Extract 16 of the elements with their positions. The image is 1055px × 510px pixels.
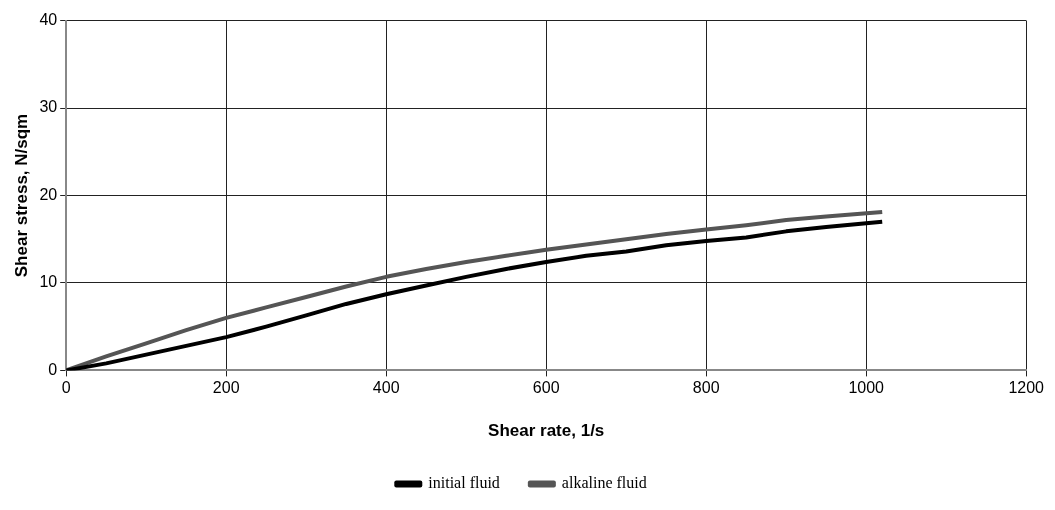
- x-tick-label: 200: [212, 379, 240, 397]
- x-tick-label: 1000: [848, 379, 885, 397]
- x-tick-label: 600: [532, 379, 560, 397]
- y-tick-label: 30: [39, 98, 58, 116]
- x-axis-title: Shear rate, 1/s: [488, 421, 605, 441]
- legend-label: alkaline fluid: [561, 474, 647, 492]
- y-tick-label: 40: [39, 11, 58, 29]
- y-tick-label: 20: [39, 185, 58, 203]
- x-tick-label: 1200: [1008, 379, 1045, 397]
- y-axis-title: Shear stress, N/sqm: [11, 113, 31, 278]
- x-tick-label: 800: [692, 379, 720, 397]
- y-tick-label: 10: [39, 273, 58, 291]
- legend-label: initial fluid: [428, 474, 500, 492]
- y-tick-label: 0: [48, 360, 58, 378]
- x-tick-label: 400: [372, 379, 400, 397]
- x-tick-label: 0: [61, 379, 71, 397]
